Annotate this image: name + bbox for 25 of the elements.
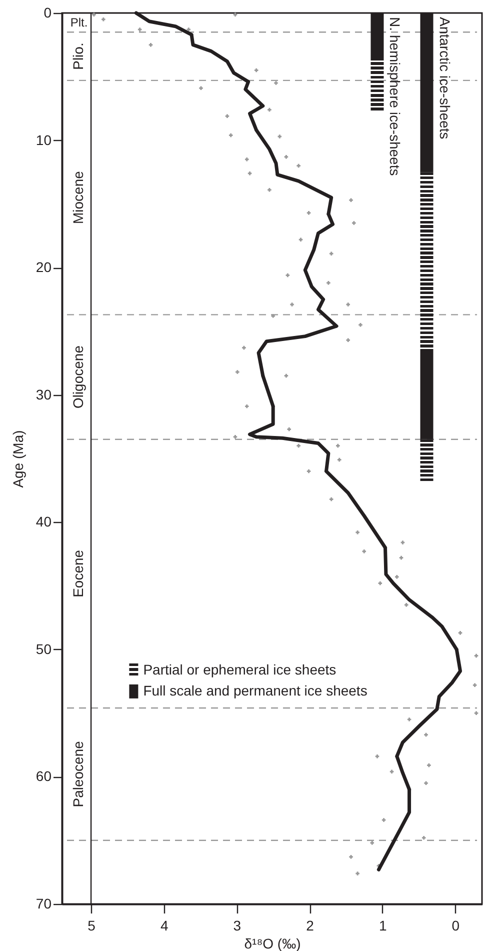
- y-tick-label: 60: [36, 768, 52, 784]
- y-tick-label: 70: [36, 896, 52, 912]
- y-tick-label: 20: [36, 259, 52, 276]
- annotation: Miocene: [70, 170, 86, 224]
- x-tick-label: 2: [306, 918, 314, 934]
- y-tick-label: 0: [44, 4, 52, 20]
- y-tick-label: 30: [36, 386, 52, 402]
- x-tick-label: 5: [88, 918, 96, 934]
- y-tick-label: 10: [36, 132, 52, 148]
- legend-label: Full scale and permanent ice sheets: [143, 682, 368, 698]
- legend-label: Partial or ephemeral ice sheets: [143, 661, 336, 678]
- annotation: Plio.: [70, 42, 86, 70]
- x-tick-label: 4: [160, 918, 168, 934]
- y-axis-title: Age (Ma): [10, 430, 26, 488]
- annotation: Plt.: [70, 16, 88, 30]
- y-tick-label: 40: [36, 514, 52, 530]
- annotation: Antarctic ice-sheets: [436, 17, 453, 140]
- y-tick-label: 50: [36, 640, 52, 657]
- annotation: Paleocene: [70, 740, 86, 808]
- x-tick-label: 1: [378, 918, 387, 934]
- annotation: N. hemisphere ice-sheets: [387, 17, 404, 176]
- x-tick-label: 3: [233, 918, 242, 934]
- x-tick-label: 0: [452, 918, 460, 934]
- annotation: Oligocene: [70, 345, 86, 409]
- annotation: Eocene: [70, 550, 86, 598]
